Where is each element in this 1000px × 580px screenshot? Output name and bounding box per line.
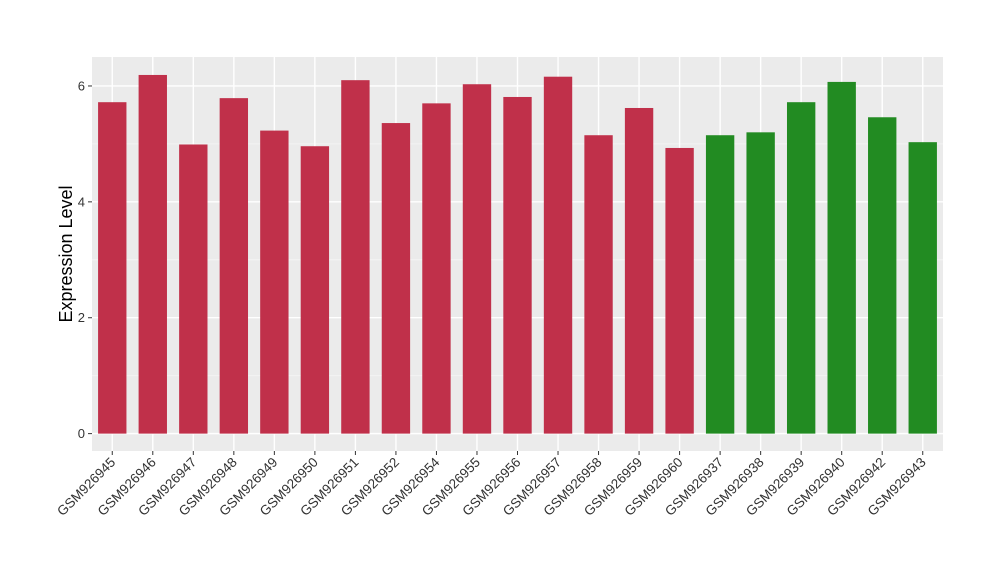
- x-axis: GSM926945GSM926946GSM926947GSM926948GSM9…: [54, 451, 929, 519]
- bar-gsm926959: [624, 107, 654, 434]
- bar-gsm926942: [868, 117, 897, 434]
- bar-gsm926949: [260, 130, 289, 434]
- bar-gsm926958: [584, 135, 613, 434]
- bar-gsm926952: [381, 123, 411, 434]
- bar-gsm926956: [503, 96, 532, 434]
- bar-gsm926946: [138, 74, 167, 434]
- y-tick-label: 6: [78, 78, 85, 93]
- y-tick-label: 4: [78, 194, 85, 209]
- bar-gsm926951: [341, 80, 370, 434]
- y-tick-label: 0: [78, 426, 85, 441]
- bar-gsm926943: [908, 142, 937, 434]
- bar-gsm926960: [665, 147, 694, 434]
- y-axis-title: Expression Level: [56, 185, 76, 322]
- bars: [98, 74, 937, 434]
- bar-gsm926945: [98, 102, 127, 434]
- bar-gsm926957: [543, 76, 573, 434]
- bar-gsm926938: [746, 132, 775, 434]
- y-tick-label: 2: [78, 310, 85, 325]
- bar-gsm926940: [827, 81, 856, 434]
- y-axis: 0 2 4 6: [78, 78, 92, 441]
- bar-gsm926954: [422, 103, 451, 434]
- bar-gsm926955: [462, 84, 492, 434]
- bar-gsm926947: [179, 144, 208, 434]
- bar-gsm926937: [705, 135, 735, 434]
- bar-gsm926948: [219, 98, 249, 434]
- bar-gsm926950: [300, 146, 330, 434]
- bar-gsm926939: [786, 102, 816, 434]
